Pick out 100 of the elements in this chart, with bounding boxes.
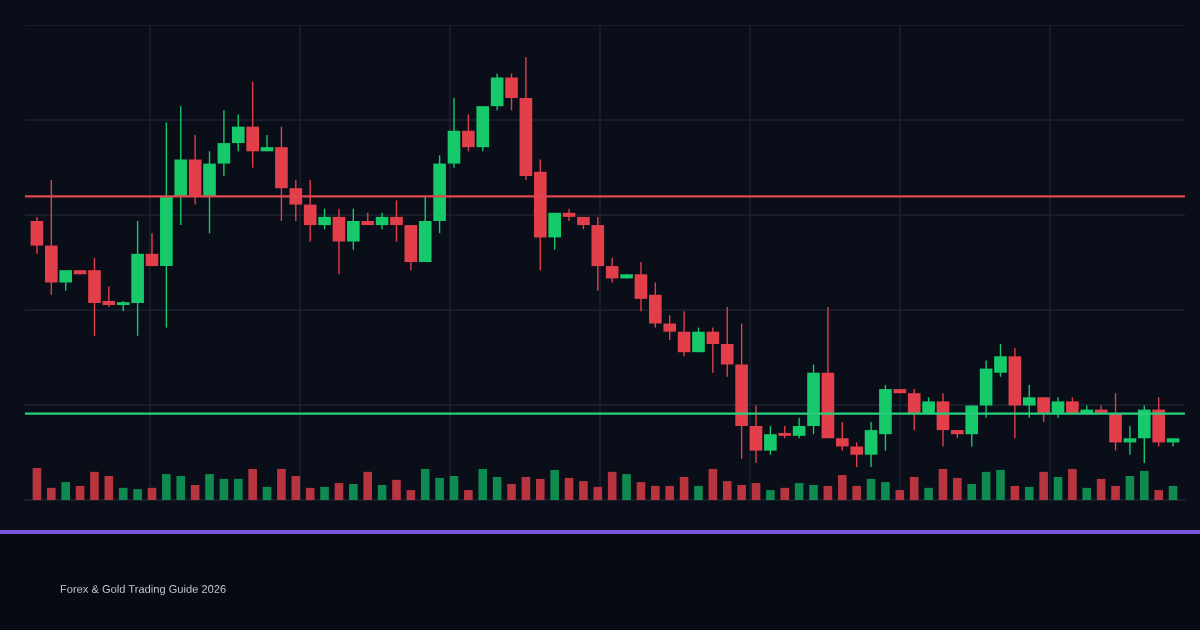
candlestick — [720, 306, 734, 378]
candlestick — [907, 388, 921, 431]
bar — [492, 476, 502, 500]
candlestick — [562, 207, 576, 222]
bar — [248, 468, 257, 500]
bar — [61, 482, 71, 500]
bar — [837, 475, 847, 500]
bar — [593, 486, 603, 500]
bar — [967, 484, 977, 500]
bar — [1168, 485, 1178, 500]
bar — [651, 485, 660, 500]
bar — [219, 478, 229, 500]
bar — [1068, 468, 1077, 500]
candlestick — [145, 232, 159, 267]
bar — [1111, 485, 1120, 500]
candlestick — [677, 310, 691, 357]
bar — [118, 487, 128, 500]
bar — [1010, 485, 1020, 500]
bar — [895, 490, 905, 500]
bar — [1082, 487, 1092, 500]
candlestick — [706, 326, 720, 374]
bar — [420, 468, 430, 500]
candlestick — [462, 113, 475, 152]
bar — [708, 468, 718, 500]
bar — [32, 468, 42, 500]
bar — [981, 471, 991, 500]
bar — [722, 481, 732, 500]
bar — [953, 477, 962, 500]
bar — [449, 476, 459, 500]
bar — [507, 484, 516, 500]
bar — [938, 468, 948, 500]
bar — [377, 484, 387, 500]
candlestick — [102, 285, 116, 308]
bar — [1039, 471, 1048, 500]
bar — [104, 476, 114, 500]
bar — [535, 478, 545, 500]
bar — [866, 478, 876, 500]
bar — [162, 474, 171, 500]
candlestick — [764, 425, 777, 456]
bar — [1125, 476, 1135, 500]
candlestick — [1022, 384, 1036, 419]
candlestick — [505, 72, 518, 111]
bar — [809, 484, 818, 500]
bar — [607, 471, 617, 500]
bar — [1139, 470, 1149, 500]
bar — [881, 482, 890, 500]
bar — [334, 483, 344, 500]
candlestick — [59, 269, 73, 292]
bar — [90, 471, 99, 500]
bar — [794, 483, 804, 500]
bar — [291, 476, 301, 500]
bar — [665, 485, 675, 500]
bar — [1053, 476, 1063, 500]
bar — [262, 486, 272, 500]
candlestick — [663, 314, 677, 341]
candlestick — [1051, 396, 1065, 419]
bar — [190, 484, 200, 500]
bar — [133, 489, 142, 500]
bar — [737, 484, 746, 500]
candlestick — [994, 343, 1007, 378]
bar — [233, 478, 243, 500]
bar — [521, 476, 531, 500]
bar — [579, 481, 588, 500]
candlestick — [260, 134, 274, 152]
bar — [924, 487, 933, 500]
bar — [564, 477, 574, 500]
candlestick — [692, 326, 705, 353]
bar — [75, 485, 85, 500]
bar — [1096, 478, 1106, 500]
bar — [406, 490, 416, 500]
bar — [47, 487, 56, 500]
candlestick — [390, 199, 403, 243]
text: Forex & Gold Trading Guide 2026 — [60, 584, 226, 596]
bar — [349, 484, 358, 500]
bar — [622, 474, 631, 500]
bar — [320, 486, 329, 500]
bar — [1154, 490, 1163, 500]
bar — [852, 485, 861, 500]
bar — [751, 483, 761, 500]
candlestick — [792, 417, 806, 439]
bar — [392, 479, 401, 500]
bar — [435, 477, 444, 500]
bar — [205, 474, 214, 500]
bar — [766, 490, 775, 500]
bar — [464, 490, 473, 500]
bar — [780, 487, 790, 500]
candlestick — [231, 113, 245, 152]
candlestick — [835, 421, 849, 452]
bar — [679, 476, 689, 500]
bar — [147, 487, 157, 500]
bar — [909, 476, 919, 500]
candlestick — [605, 257, 619, 284]
bar — [636, 482, 646, 500]
candlestick — [1123, 425, 1137, 456]
bar — [1024, 486, 1034, 500]
bar — [694, 485, 703, 500]
bar — [996, 469, 1005, 500]
bar — [363, 471, 373, 500]
bar — [176, 476, 186, 500]
candlestick — [850, 441, 863, 468]
